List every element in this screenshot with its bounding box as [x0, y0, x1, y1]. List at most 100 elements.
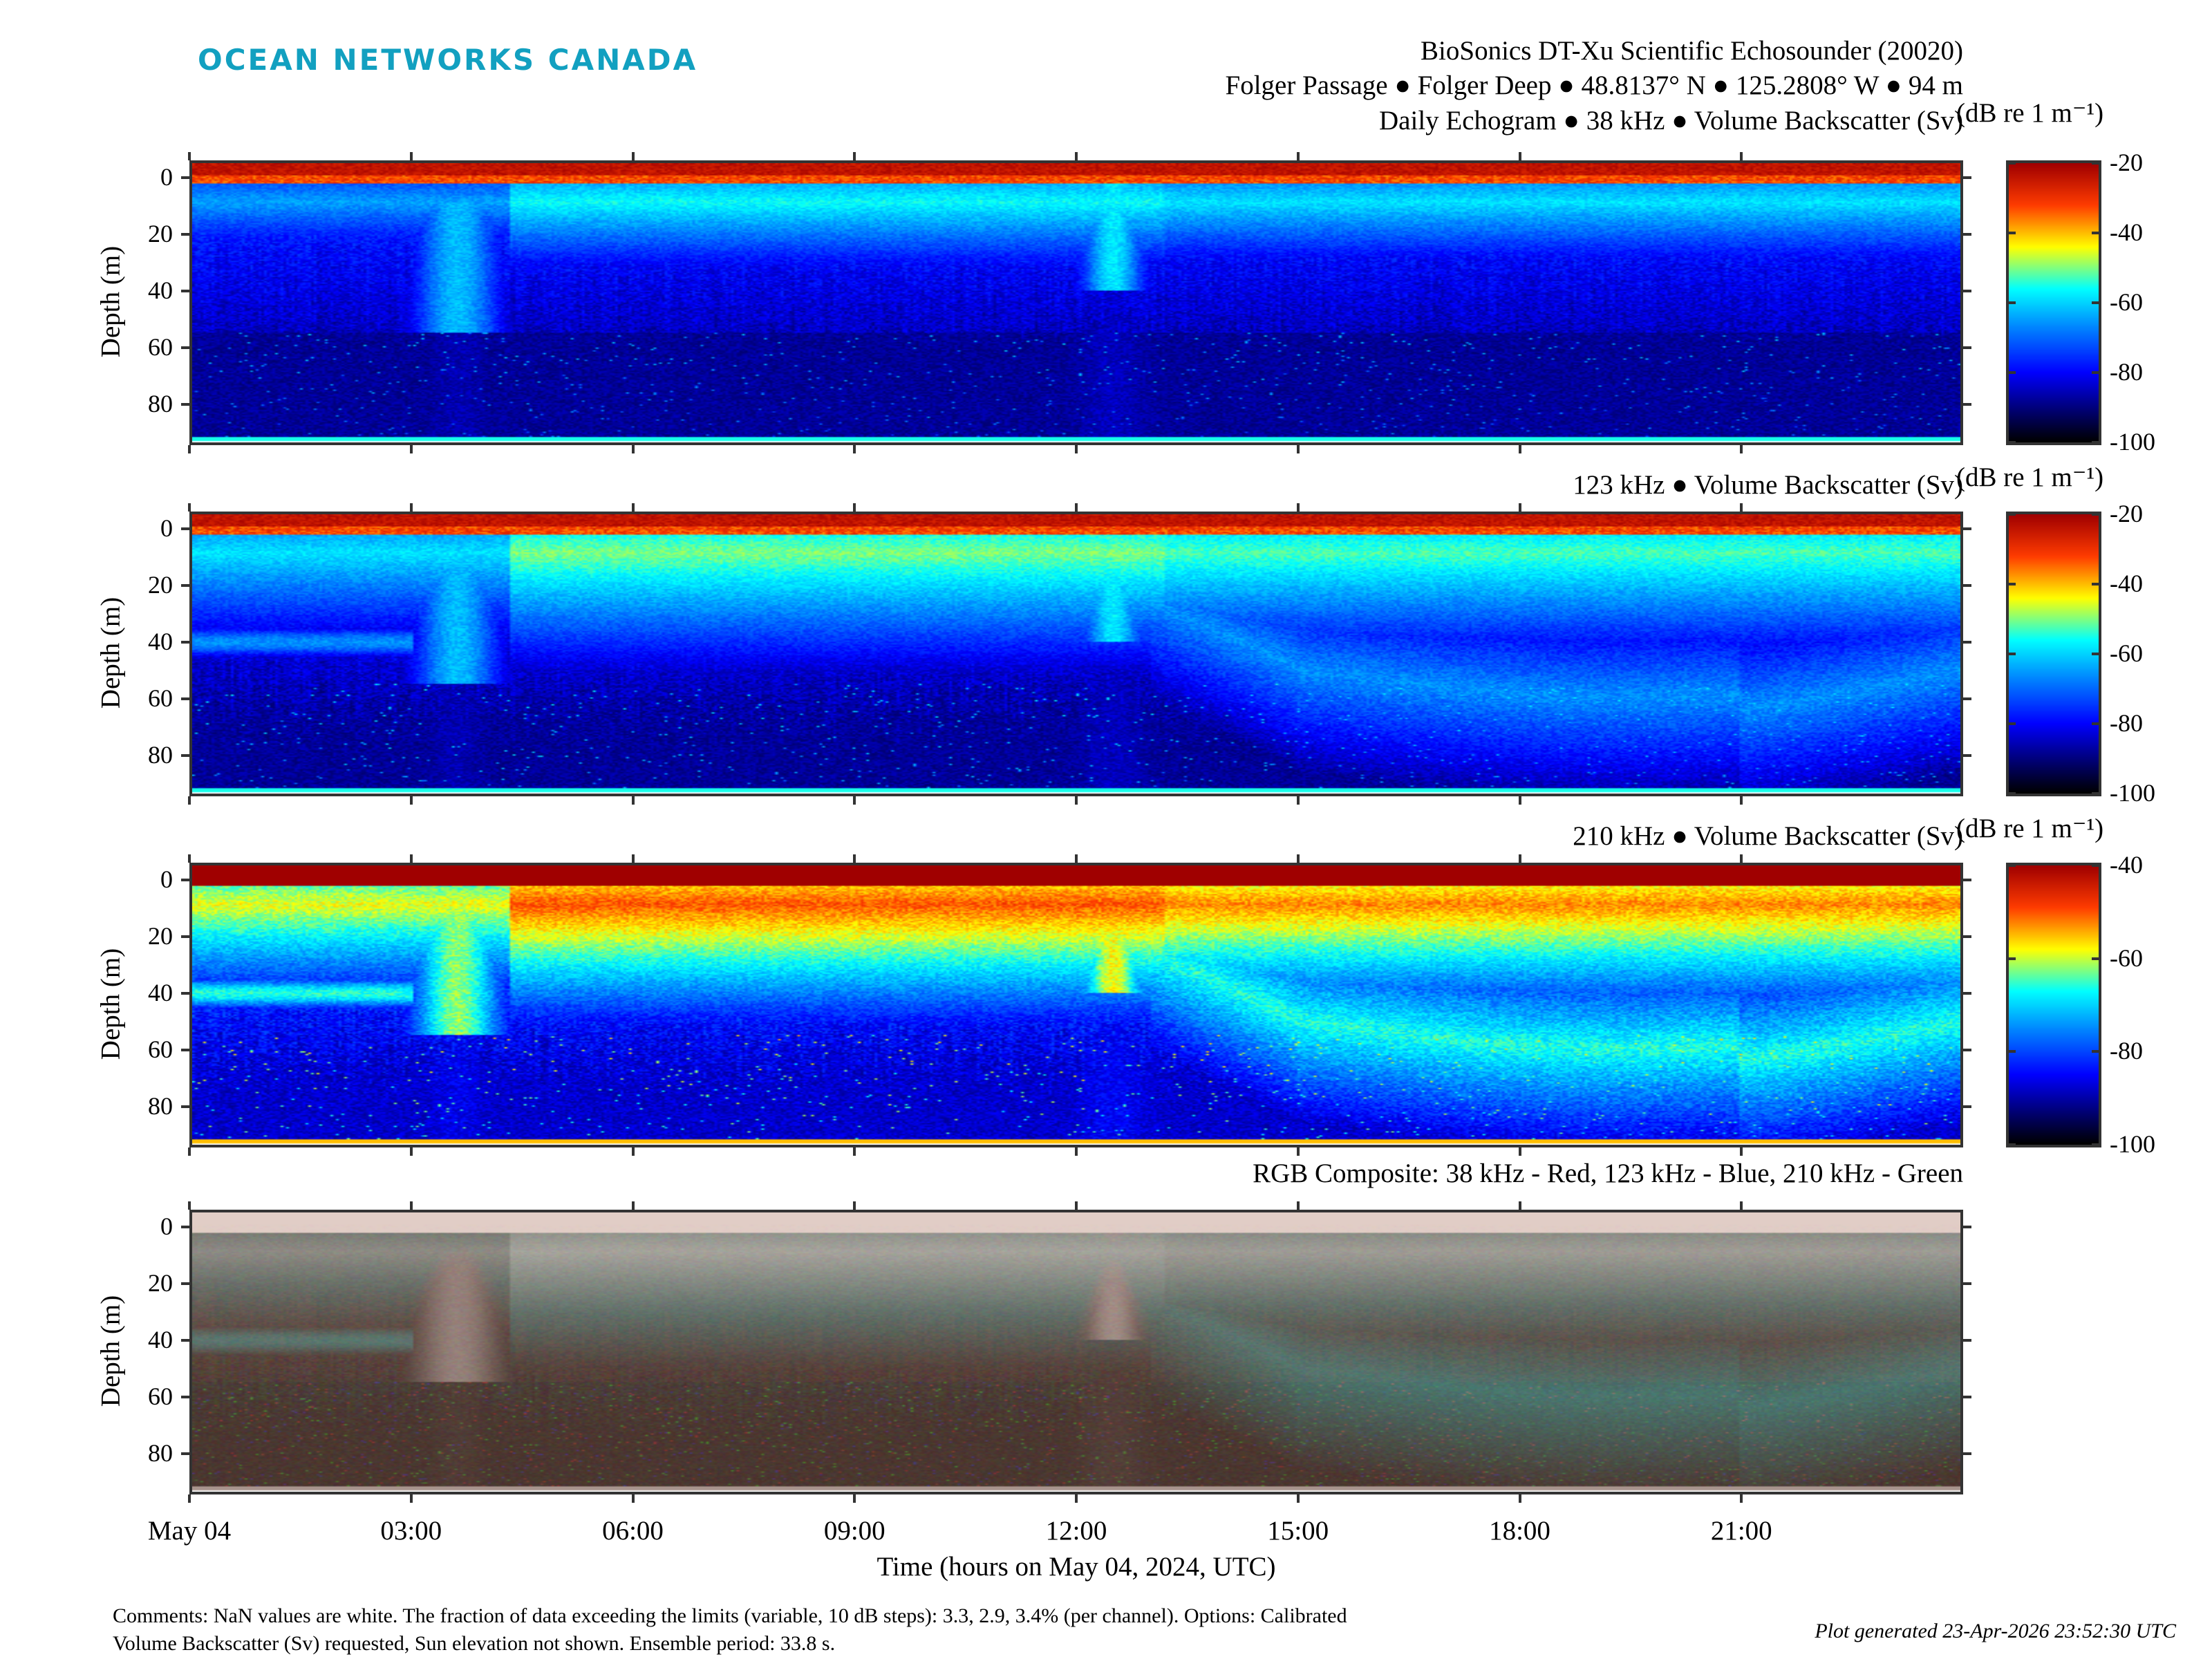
y-tick-mark-right	[1963, 232, 1971, 236]
plot-generated-timestamp: Plot generated 23-Apr-2026 23:52:30 UTC	[1815, 1620, 2176, 1642]
x-tick-mark	[1518, 445, 1521, 453]
colorbar-1	[2006, 160, 2101, 445]
echogram-panel-1	[189, 160, 1963, 445]
y-tick-label: 60	[148, 332, 173, 361]
x-tick-label: 12:00	[1045, 1516, 1107, 1546]
x-tick-mark	[1296, 1494, 1300, 1503]
colorbar-tick-label: -20	[2110, 149, 2143, 176]
y-tick-mark	[181, 289, 189, 292]
x-tick-mark	[1075, 796, 1078, 805]
x-tick-label: 06:00	[602, 1516, 664, 1546]
x-tick-label: 09:00	[823, 1516, 885, 1546]
y-tick-mark-right	[1963, 1048, 1971, 1051]
colorbar-tick-mark	[2092, 513, 2099, 516]
x-tick-mark	[188, 1147, 191, 1156]
colorbar-tick-mark	[2009, 864, 2016, 867]
colorbar-tick-mark	[2009, 441, 2016, 444]
y-tick-mark	[181, 697, 189, 700]
x-tick-mark	[1518, 503, 1521, 512]
colorbar-tick-mark	[2009, 513, 2016, 516]
x-tick-mark	[409, 1494, 413, 1503]
x-tick-mark	[409, 1201, 413, 1210]
comments-line-2: Volume Backscatter (Sv) requested, Sun e…	[113, 1632, 836, 1655]
y-tick-mark	[181, 232, 189, 236]
colorbar-tick-mark	[2009, 371, 2016, 374]
colorbar-tick-label: -60	[2110, 288, 2143, 316]
x-tick-mark	[1740, 152, 1743, 160]
colorbar-tick-mark	[2092, 864, 2099, 867]
y-tick-label: 0	[160, 1212, 173, 1240]
x-tick-mark	[1296, 796, 1300, 805]
colorbar-tick-label: -80	[2110, 1037, 2143, 1065]
x-tick-mark	[631, 1201, 635, 1210]
x-axis-label: Time (hours on May 04, 2024, UTC)	[877, 1552, 1276, 1582]
x-tick-mark	[1740, 1201, 1743, 1210]
colorbar-tick-label: -100	[2110, 1130, 2155, 1158]
y-tick-mark	[181, 1282, 189, 1285]
colorbar-unit-label-3: (dB re 1 m⁻¹)	[1956, 814, 2104, 843]
y-tick-mark-right	[1963, 1105, 1971, 1108]
y-tick-mark-right	[1963, 1338, 1971, 1342]
ocean-networks-canada-logo: OCEAN NETWORKS CANADA	[198, 43, 698, 77]
y-tick-mark	[181, 1395, 189, 1398]
x-tick-mark	[1518, 1494, 1521, 1503]
colorbar-tick-label: -60	[2110, 944, 2143, 972]
y-tick-mark	[181, 753, 189, 757]
x-tick-mark	[853, 445, 856, 453]
y-tick-mark-right	[1963, 1282, 1971, 1285]
x-tick-mark	[409, 1147, 413, 1156]
colorbar-tick-mark	[2092, 957, 2099, 960]
colorbar-tick-mark	[2009, 162, 2016, 165]
x-tick-mark	[631, 1147, 635, 1156]
colorbar-tick-mark	[2009, 1143, 2016, 1146]
y-tick-mark-right	[1963, 176, 1971, 179]
y-tick-mark-right	[1963, 878, 1971, 881]
y-tick-label: 60	[148, 684, 173, 712]
y-tick-label: 80	[148, 1091, 173, 1120]
x-tick-mark	[409, 503, 413, 512]
y-tick-label: 0	[160, 162, 173, 191]
y-tick-mark-right	[1963, 402, 1971, 406]
y-tick-label: 20	[148, 1268, 173, 1297]
x-tick-label: 21:00	[1710, 1516, 1772, 1546]
colorbar-tick-mark	[2092, 583, 2099, 585]
x-tick-mark	[1740, 1147, 1743, 1156]
colorbar-tick-mark	[2009, 957, 2016, 960]
x-tick-mark	[1075, 503, 1078, 512]
y-tick-mark-right	[1963, 991, 1971, 995]
panel-title-1: Daily Echogram ● 38 kHz ● Volume Backsca…	[1379, 106, 1963, 135]
y-tick-mark	[181, 991, 189, 995]
x-tick-mark	[188, 1201, 191, 1210]
colorbar-tick-label: -100	[2110, 428, 2155, 456]
y-tick-label: 0	[160, 514, 173, 542]
y-tick-label: 20	[148, 570, 173, 599]
y-tick-mark-right	[1963, 753, 1971, 757]
y-tick-mark	[181, 176, 189, 179]
colorbar-3	[2006, 863, 2101, 1147]
x-tick-mark	[409, 445, 413, 453]
colorbar-2	[2006, 512, 2101, 796]
x-tick-mark	[1296, 152, 1300, 160]
echogram-panel-2	[189, 512, 1963, 796]
y-tick-mark-right	[1963, 583, 1971, 587]
colorbar-tick-mark	[2009, 232, 2016, 234]
y-tick-label: 20	[148, 219, 173, 247]
colorbar-tick-mark	[2092, 232, 2099, 234]
colorbar-tick-mark	[2092, 653, 2099, 655]
colorbar-unit-label-2: (dB re 1 m⁻¹)	[1956, 462, 2104, 492]
y-tick-mark-right	[1963, 1225, 1971, 1228]
y-tick-mark-right	[1963, 697, 1971, 700]
colorbar-tick-label: -100	[2110, 779, 2155, 807]
x-tick-mark	[631, 1494, 635, 1503]
y-tick-label: 40	[148, 627, 173, 655]
y-tick-mark	[181, 583, 189, 587]
colorbar-tick-mark	[2009, 792, 2016, 795]
y-tick-label: 80	[148, 1438, 173, 1467]
y-tick-mark	[181, 1452, 189, 1455]
colorbar-tick-label: -40	[2110, 570, 2143, 597]
colorbar-tick-label: -20	[2110, 500, 2143, 527]
x-tick-mark	[1296, 1201, 1300, 1210]
x-tick-mark	[1296, 445, 1300, 453]
y-tick-mark-right	[1963, 935, 1971, 938]
y-tick-mark	[181, 1225, 189, 1228]
